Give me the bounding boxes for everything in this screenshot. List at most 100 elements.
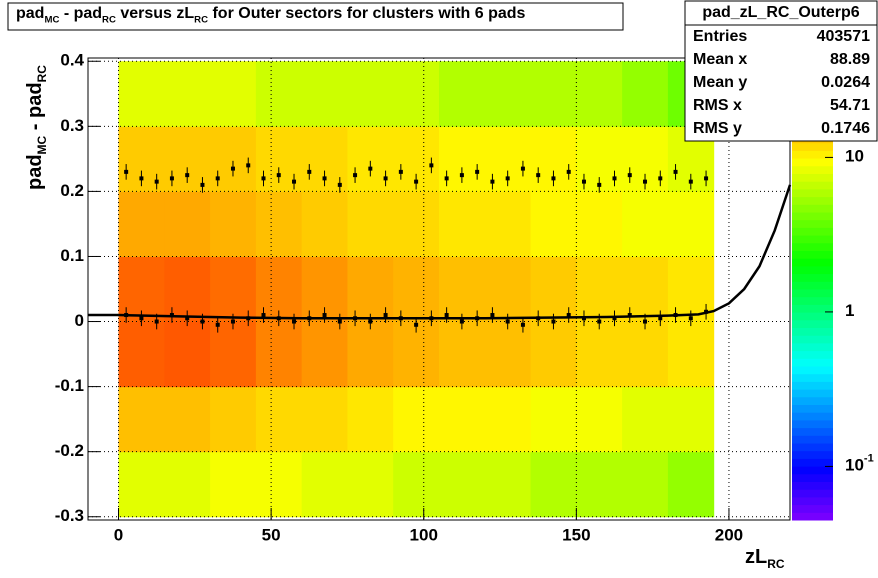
heatmap-cell	[667, 191, 715, 257]
profile-point	[215, 322, 220, 327]
profile-point	[139, 176, 144, 181]
profile-point	[200, 319, 205, 324]
profile-point	[414, 322, 419, 327]
profile-point	[520, 322, 525, 327]
subscript: MC	[35, 135, 49, 154]
palette-band	[792, 258, 833, 267]
profile-point	[459, 319, 464, 324]
heatmap-cell	[118, 451, 165, 518]
palette-band	[792, 450, 833, 459]
heatmap-cell	[576, 256, 623, 323]
palette-band	[792, 181, 833, 190]
stats-value: 0.1746	[821, 120, 870, 137]
heatmap-cell	[439, 451, 486, 518]
heatmap-cell	[622, 61, 669, 127]
label-part: zL	[745, 546, 767, 568]
heatmap-cell	[393, 451, 440, 518]
heatmap-cell	[301, 386, 348, 453]
palette-band	[792, 512, 833, 521]
palette-band	[792, 304, 833, 313]
heatmap-cell	[210, 256, 257, 323]
palette-band	[792, 312, 833, 321]
profile-point	[292, 179, 297, 184]
profile-point	[383, 176, 388, 181]
profile-point	[154, 179, 159, 184]
heatmap-cell	[347, 321, 394, 388]
profile-point	[673, 169, 678, 174]
profile-point	[536, 173, 541, 178]
palette-band	[792, 242, 833, 251]
fit-curve	[88, 184, 792, 320]
heatmap-cell	[164, 191, 211, 257]
profile-point	[169, 176, 174, 181]
palette-band	[792, 165, 833, 174]
heatmap-cell	[118, 191, 165, 257]
y-tick-label: 0.4	[60, 51, 84, 70]
palette-band	[792, 373, 833, 382]
z-tick-text: 10	[845, 456, 864, 475]
heatmap-cell	[484, 321, 532, 388]
profile-point	[398, 169, 403, 174]
heatmap-cell	[667, 451, 715, 518]
z-tick-label: 1	[845, 301, 854, 320]
profile-point	[307, 169, 312, 174]
heatmap-cell	[622, 256, 669, 323]
profile-point	[704, 176, 709, 181]
profile-point	[337, 319, 342, 324]
heatmap-cell	[164, 321, 211, 388]
heatmap-cell	[210, 61, 257, 127]
profile-point	[322, 313, 327, 318]
profile-point	[444, 313, 449, 318]
heatmap-cell	[210, 451, 257, 518]
z-tick-text: 1	[845, 301, 854, 320]
profile-point	[261, 313, 266, 318]
palette-band	[792, 389, 833, 398]
palette-band	[792, 219, 833, 228]
heatmap-cell	[484, 451, 532, 518]
palette-band	[792, 196, 833, 205]
heatmap-cell	[347, 451, 394, 518]
profile-point	[185, 173, 190, 178]
heatmap-cell	[347, 256, 394, 323]
y-tick-label: 0.1	[60, 246, 84, 265]
profile-point	[566, 169, 571, 174]
heatmap-cell	[667, 386, 715, 453]
palette-band	[792, 419, 833, 429]
x-tick-label: 0	[114, 525, 123, 544]
subscript: RC	[194, 14, 208, 25]
palette-band	[792, 381, 833, 390]
profile-point	[368, 319, 373, 324]
profile-point	[643, 179, 648, 184]
subscript: RC	[35, 65, 49, 83]
heatmap-cell	[255, 321, 303, 388]
heatmap-cell	[118, 61, 165, 127]
stats-name: RMS y	[693, 120, 742, 137]
heatmap-cell	[347, 191, 394, 257]
palette-band	[792, 443, 833, 452]
profile-point	[475, 169, 480, 174]
palette-band	[792, 204, 833, 213]
label-part: pad	[24, 154, 46, 190]
profile-point	[292, 319, 297, 324]
stats-name: Mean x	[693, 51, 747, 68]
label-part: for Outer sectors for clusters with 6 pa…	[208, 5, 526, 22]
title-box	[7, 2, 624, 31]
heatmap-cell	[439, 321, 486, 388]
palette-band	[792, 489, 833, 498]
y-tick-label: -0.1	[55, 376, 84, 395]
profile-point	[505, 319, 510, 324]
plot-frame	[87, 57, 791, 521]
profile-point	[185, 316, 190, 321]
profile-point	[261, 176, 266, 181]
profile-point	[566, 313, 571, 318]
heatmap-cell	[530, 386, 577, 453]
profile-point	[688, 316, 693, 321]
profile-point	[520, 166, 525, 171]
y-tick-label: 0.3	[60, 116, 84, 135]
palette-band	[792, 150, 833, 159]
palette-band	[792, 142, 833, 151]
heatmap-cell	[301, 61, 348, 127]
profile-point	[643, 319, 648, 324]
y-tick-label: 0.2	[60, 181, 84, 200]
heatmap-cell	[393, 386, 440, 453]
